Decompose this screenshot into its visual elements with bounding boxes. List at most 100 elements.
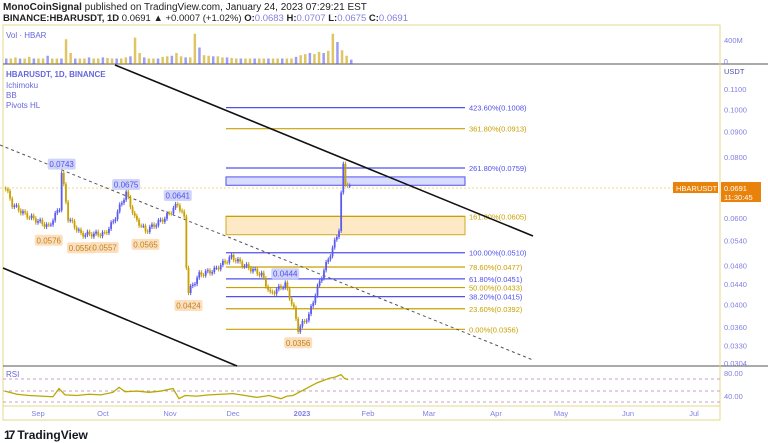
volume-bar [198, 47, 201, 64]
candle-body [179, 205, 181, 211]
candle-body [292, 304, 295, 308]
pivot-label: 0.0356 [286, 339, 311, 348]
candle-body [84, 235, 87, 237]
candle-body [138, 219, 140, 226]
candle-body [191, 284, 194, 287]
candle-body [90, 234, 93, 237]
candle-body [161, 219, 164, 222]
candle-body [346, 184, 349, 186]
candle-body [110, 222, 112, 229]
candle-body [200, 272, 203, 276]
volume-bar [308, 53, 312, 64]
candle-body [316, 285, 319, 296]
fib-level-label: 100.00%(0.0510) [469, 249, 527, 258]
volume-bar [350, 59, 353, 64]
candle-body [69, 219, 72, 221]
publisher-name: MonoCoinSignal [3, 2, 82, 13]
price-tick: 0.0540 [724, 237, 747, 246]
candle-body [284, 282, 287, 288]
candle-body [314, 295, 317, 303]
volume-bar [276, 58, 279, 64]
supply-zone-box [225, 215, 466, 236]
volume-bar [37, 58, 40, 64]
candle-body [217, 267, 220, 270]
candle-body [194, 284, 196, 286]
pivot-label-bg [174, 300, 203, 312]
candle-body [155, 225, 158, 227]
candle-body [174, 203, 177, 208]
candle-body [269, 289, 272, 292]
volume-bar [207, 55, 210, 64]
candle-body [50, 224, 52, 226]
rsi-legend[interactable]: RSI [6, 370, 20, 379]
time-tick: Mar [423, 409, 436, 418]
candle-body [118, 204, 121, 212]
candle-body [206, 270, 209, 272]
candle-body [271, 291, 274, 293]
candle-body [108, 228, 110, 233]
volume-bar [258, 58, 261, 64]
candle-body [103, 232, 106, 234]
candle-body [41, 219, 44, 225]
candle-body [7, 189, 9, 192]
candle-body [198, 272, 201, 278]
candle-body [170, 213, 173, 215]
candle-body [114, 219, 117, 222]
pivot-label-bg [112, 179, 141, 191]
volume-bar [248, 58, 252, 64]
price-tick: 0.0400 [724, 300, 747, 309]
brand-name: TradingView [17, 428, 88, 442]
fib-level-label: 38.20%(0.0415) [469, 293, 523, 302]
candle-body [166, 213, 168, 219]
volume-bar [340, 50, 344, 64]
candle-body [295, 307, 297, 319]
indicator-ichimoku[interactable]: Ichimoku [6, 81, 39, 90]
indicator-bb[interactable]: BB [6, 91, 17, 100]
symbol-name: BINANCE:HBARUSDT, 1D [3, 13, 120, 24]
fib-level-label: 423.60%(0.1008) [469, 104, 527, 113]
symbol-badge-text: HBARUSDT [676, 184, 718, 193]
candle-body [144, 225, 147, 232]
time-tick: Feb [362, 409, 375, 418]
tradingview-logo[interactable]: 17 TradingView [4, 428, 88, 442]
candle-body [24, 211, 26, 213]
candle-body [88, 231, 91, 235]
candle-body [127, 191, 130, 198]
candle-body [125, 191, 128, 200]
candle-body [243, 266, 246, 268]
volume-bar [230, 57, 233, 64]
main-series-legend[interactable]: HBARUSDT, 1D, BINANCE [6, 70, 106, 79]
indicator-pivots[interactable]: Pivots HL [6, 101, 41, 110]
candle-body [331, 247, 334, 257]
time-tick: Apr [490, 409, 502, 418]
candle-body [45, 224, 48, 227]
volume-bar [166, 56, 169, 64]
candle-body [123, 199, 125, 203]
candle-body [181, 210, 183, 212]
candle-body [75, 227, 78, 231]
pivot-label-bg [284, 337, 313, 349]
candle-body [28, 217, 31, 219]
candle-body [4, 188, 7, 190]
volume-bar [202, 55, 206, 64]
volume-bar [74, 58, 77, 64]
candle-body [39, 219, 42, 222]
volume-bar [92, 58, 95, 64]
candle-body [153, 224, 155, 227]
candle-body [224, 260, 226, 263]
rsi-line [4, 373, 349, 400]
candle-body [60, 172, 63, 211]
volume-bar [129, 56, 132, 64]
volume-legend[interactable]: Vol · HBAR [6, 31, 47, 40]
price-tick: 0.0330 [724, 341, 747, 350]
volume-bar [336, 42, 339, 64]
candle-body [340, 192, 343, 231]
candle-body [204, 271, 207, 276]
price-unit: USDT [724, 67, 745, 76]
volume-bar [317, 51, 321, 64]
pivot-label: 0.0641 [166, 192, 191, 201]
candle-body [290, 298, 293, 305]
fib-level-label: 23.60%(0.0392) [469, 305, 523, 314]
fib-level-label: 50.00%(0.0433) [469, 284, 523, 293]
